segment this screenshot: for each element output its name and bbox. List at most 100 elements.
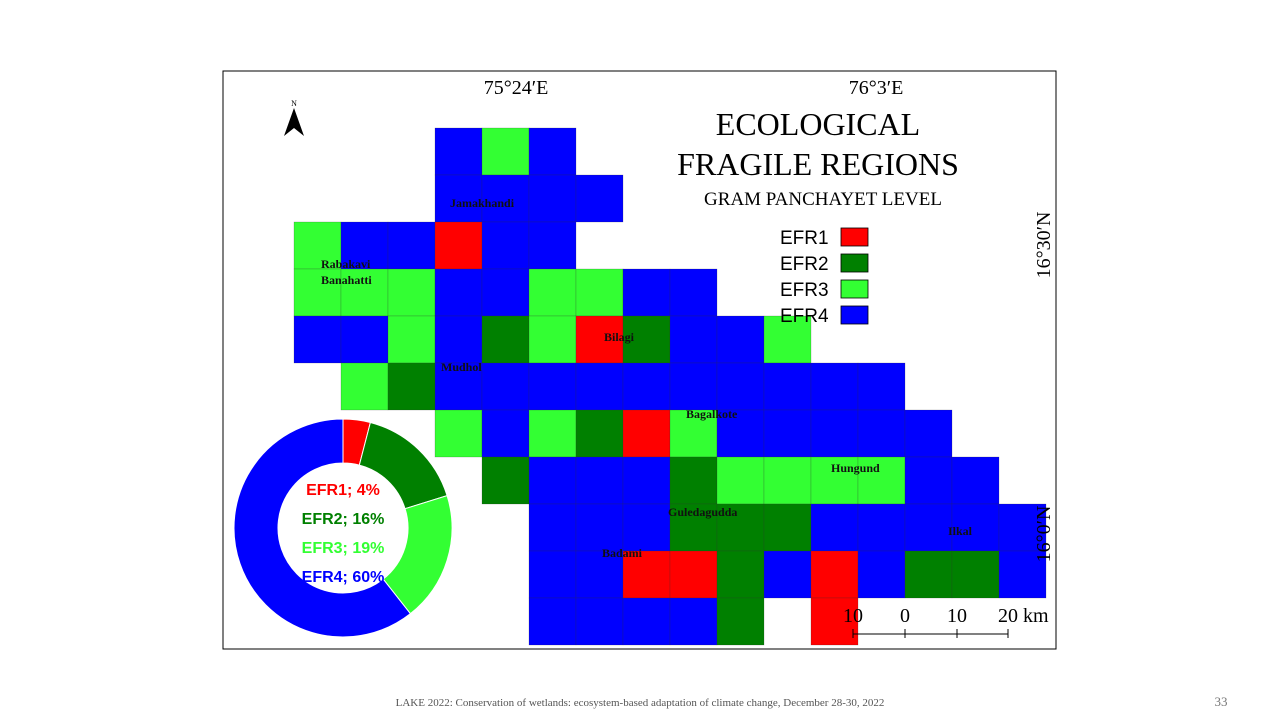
map-cell (528, 456, 577, 505)
map-cell (387, 221, 436, 270)
map-cell (528, 597, 577, 646)
map-cell (669, 503, 718, 552)
map-cell (857, 503, 906, 552)
map-cell (622, 409, 671, 458)
map-cell (763, 362, 812, 411)
map-cell (810, 597, 859, 646)
map-cell (669, 550, 718, 599)
map-cell (716, 550, 765, 599)
legend-swatch (840, 279, 869, 299)
map-cell (293, 315, 342, 364)
latitude-label: 16°30′N (1033, 212, 1055, 279)
map-cell (716, 409, 765, 458)
map-cell (904, 456, 953, 505)
map-cell (857, 409, 906, 458)
map-cell (951, 456, 1000, 505)
latitude-label: 16°0′N (1033, 506, 1055, 563)
scale-label: 20 km (998, 605, 1049, 627)
map-cell (763, 550, 812, 599)
map-cell (528, 221, 577, 270)
map-cell (434, 127, 483, 176)
map-cell (481, 127, 530, 176)
legend-swatch (840, 253, 869, 273)
scale-bar: 10 0 10 20 km (843, 605, 1049, 638)
legend: EFR1 EFR2 EFR3 EFR4 (780, 227, 869, 327)
legend-swatch (840, 305, 869, 325)
donut-segment (233, 418, 412, 638)
map-cell (575, 409, 624, 458)
place-label: Rabakavi (321, 257, 371, 271)
map-cell (951, 550, 1000, 599)
map-cell (716, 362, 765, 411)
map-cell (340, 315, 389, 364)
donut-label: EFR4; 60% (302, 569, 385, 586)
map-cell (434, 409, 483, 458)
scale-label: 10 (947, 605, 967, 627)
map-cell (716, 597, 765, 646)
map-cell (810, 550, 859, 599)
map-cell (528, 315, 577, 364)
map-subtitle: GRAM PANCHAYET LEVEL (704, 189, 942, 210)
map-cell (716, 503, 765, 552)
map-cell (481, 221, 530, 270)
map-title: FRAGILE REGIONS (677, 146, 959, 182)
map-cell (528, 127, 577, 176)
donut-label: EFR1; 4% (306, 482, 380, 499)
map-cell (716, 315, 765, 364)
place-label: Mudhol (441, 360, 482, 374)
map-cell (951, 503, 1000, 552)
place-label: Hungund (831, 461, 880, 475)
map-cell (528, 503, 577, 552)
map-cell (387, 268, 436, 317)
place-label: Jamakhandi (450, 196, 515, 210)
map-cell (857, 362, 906, 411)
map-cell (904, 550, 953, 599)
map-cell (528, 362, 577, 411)
map-cell (575, 503, 624, 552)
legend-label: EFR3 (780, 280, 829, 301)
map-cell (528, 409, 577, 458)
map-cell (622, 268, 671, 317)
map-cell (810, 503, 859, 552)
scale-label: 0 (900, 605, 910, 627)
legend-label: EFR4 (780, 306, 829, 327)
map-cell (622, 503, 671, 552)
map-cell (340, 268, 389, 317)
map-cell (810, 409, 859, 458)
map-cell (810, 362, 859, 411)
map-cell (622, 315, 671, 364)
map-cell (340, 362, 389, 411)
map-cell (481, 456, 530, 505)
map-cell (716, 456, 765, 505)
map-cell (857, 550, 906, 599)
map-cell (387, 362, 436, 411)
footer: LAKE 2022: Conservation of wetlands: eco… (396, 697, 885, 709)
map-cell (387, 315, 436, 364)
map-cell (622, 362, 671, 411)
map-cell (575, 597, 624, 646)
map-cell (904, 409, 953, 458)
map-cell (763, 503, 812, 552)
map-cell (669, 362, 718, 411)
map-cell (434, 268, 483, 317)
map-cell (340, 221, 389, 270)
map-cell (528, 174, 577, 223)
donut-label: EFR2; 16% (302, 511, 385, 528)
longitude-label: 75°24′E (484, 77, 549, 99)
map-cell (669, 315, 718, 364)
map-cell (528, 550, 577, 599)
map-cell (528, 268, 577, 317)
map-cell (998, 503, 1047, 552)
legend-label: EFR1 (780, 228, 829, 249)
map-cell (857, 456, 906, 505)
place-label: Banahatti (321, 273, 372, 287)
legend-label: EFR2 (780, 254, 829, 275)
map-cell (481, 315, 530, 364)
map-cell (904, 503, 953, 552)
longitude-label: 76°3′E (849, 77, 904, 99)
map-cell (575, 268, 624, 317)
map-cell (293, 268, 342, 317)
map-cell (669, 268, 718, 317)
map-cell (481, 409, 530, 458)
